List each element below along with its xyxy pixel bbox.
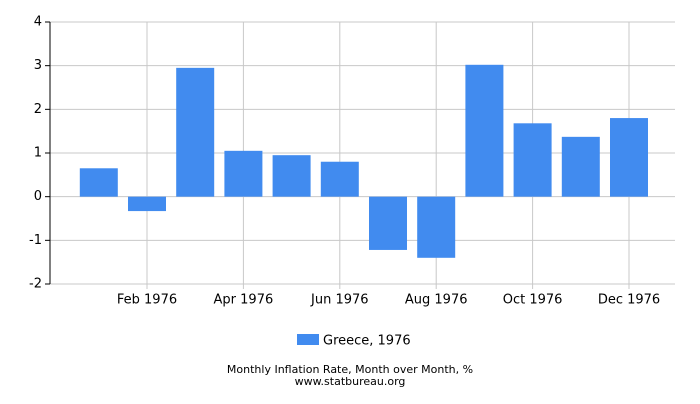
bar <box>176 67 215 197</box>
bar <box>224 150 263 197</box>
y-tick-label: 2 <box>34 102 42 117</box>
y-tick-label: 3 <box>34 58 42 73</box>
bar <box>610 118 648 197</box>
bar <box>561 136 600 197</box>
y-tick-label: -1 <box>29 233 42 248</box>
legend-swatch <box>297 334 319 345</box>
x-tick-label: Aug 1976 <box>405 293 468 308</box>
y-tick-label: 0 <box>34 189 42 204</box>
x-tick-label: Dec 1976 <box>598 293 660 308</box>
y-tick-label: 1 <box>34 146 42 161</box>
x-tick-label: Oct 1976 <box>503 293 563 308</box>
bar <box>79 168 118 197</box>
bar <box>320 161 359 197</box>
bar <box>272 155 311 197</box>
x-tick-label: Jun 1976 <box>310 293 369 308</box>
bar <box>128 196 166 212</box>
source: www.statbureau.org <box>295 375 406 388</box>
legend-label: Greece, 1976 <box>323 334 411 349</box>
y-tick-label: -2 <box>29 277 42 292</box>
bar <box>369 196 407 250</box>
chart-title: Monthly Inflation Rate, Month over Month… <box>227 363 473 376</box>
x-tick-label: Apr 1976 <box>214 293 274 308</box>
bar <box>513 123 552 197</box>
y-tick-label: 4 <box>34 15 42 30</box>
x-tick-label: Feb 1976 <box>117 293 177 308</box>
bar <box>417 196 456 258</box>
bar <box>465 64 504 197</box>
